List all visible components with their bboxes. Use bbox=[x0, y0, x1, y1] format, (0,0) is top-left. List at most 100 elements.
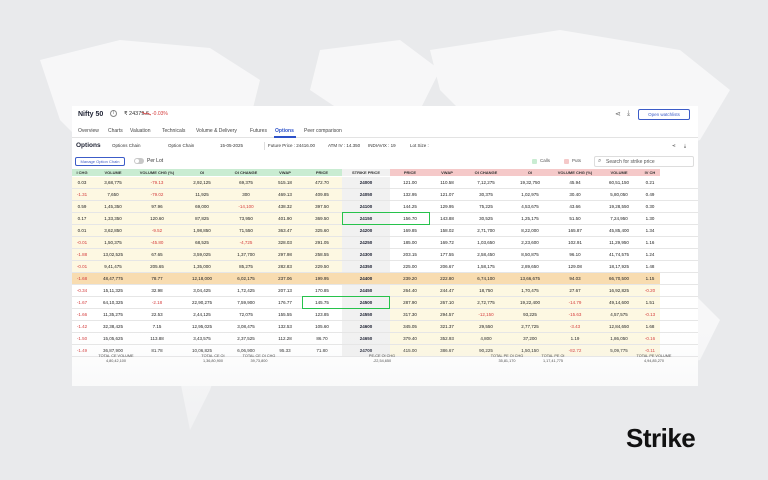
ce-volume-chg: -2.18 bbox=[151, 300, 163, 305]
options-toolbar: Options Options Chain Option Chain 15-05… bbox=[72, 140, 698, 152]
table-row[interactable]: -0.01 9,41,475 205.65 1,35,000 85,275 282.83 2… bbox=[72, 261, 698, 273]
tab-volume-delivery[interactable]: Volume & Delivery bbox=[196, 128, 237, 134]
pe-iv-chg: 1.24 bbox=[645, 252, 655, 257]
column-header-pe-vwap: VWAP bbox=[430, 169, 464, 176]
table-row[interactable]: -1.50 15,05,625 113.88 3,43,575 2,37,525 112.… bbox=[72, 333, 698, 345]
pe-oi: 37,200 bbox=[508, 333, 552, 344]
future-price: Future Price : 24416.00 bbox=[268, 143, 316, 148]
table-row[interactable]: -1.31 7,650 -79.02 11,925 300 469.13 409.85 240… bbox=[72, 189, 698, 201]
ce-iv-chg: -0.34 bbox=[76, 288, 88, 293]
open-watchlists-button[interactable]: Open watchlists bbox=[638, 109, 690, 120]
strike-search-input[interactable] bbox=[606, 158, 692, 166]
strike-price: 24250 bbox=[342, 237, 390, 248]
table-row[interactable]: 0.01 3,62,850 -9.52 1,98,850 71,550 363.47 325… bbox=[72, 225, 698, 237]
pe-price: 239.20 bbox=[390, 273, 430, 284]
pe-volume: 16,92,825 bbox=[598, 285, 640, 296]
ce-iv-chg: -1.66 bbox=[76, 312, 88, 317]
ce-volume-chg: -45.80 bbox=[134, 237, 180, 248]
tab-futures[interactable]: Futures bbox=[250, 128, 267, 134]
table-row[interactable]: -0.34 15,11,325 32.98 3,04,425 1,72,425 207.1… bbox=[72, 285, 698, 297]
tab-options[interactable]: Options bbox=[275, 128, 294, 134]
table-row[interactable]: -0.01 1,50,375 -45.80 68,525 -4,725 328.03 291… bbox=[72, 237, 698, 249]
ce-oi-change: 7,59,900 bbox=[237, 300, 255, 305]
pe-vwap: 386.67 bbox=[430, 345, 464, 356]
table-row[interactable]: 0.03 3,68,775 -79.13 2,92,125 69,375 515.18 47… bbox=[72, 177, 698, 189]
pe-oi: 2,89,650 bbox=[521, 264, 539, 269]
pe-price: 225.00 bbox=[403, 264, 417, 269]
pe-vwap: 321.37 bbox=[430, 321, 464, 332]
pe-price: 287.90 bbox=[390, 297, 430, 308]
tab-valuation[interactable]: Valuation bbox=[130, 128, 151, 134]
pe-price: 203.15 bbox=[403, 252, 417, 257]
total-pe-oi-chg: TOTAL PE OI CHG 35,81,170 bbox=[490, 354, 524, 363]
strike-price: 24200 bbox=[342, 225, 390, 236]
tab-peer-comparison[interactable]: Peer comparison bbox=[304, 128, 342, 134]
pe-volume: 66,70,500 bbox=[598, 273, 640, 284]
ce-oi: 12,18,000 bbox=[180, 273, 224, 284]
table-row[interactable]: -1.42 32,38,425 7.15 12,95,025 3,08,475 132.5… bbox=[72, 321, 698, 333]
column-header-ce-oi-change: OI CHANGE bbox=[224, 169, 268, 176]
ce-volume: 32,38,425 bbox=[102, 324, 124, 329]
ce-oi-change: 300 bbox=[224, 189, 268, 200]
table-row[interactable]: -1.68 48,47,775 78.77 12,18,000 6,02,175 237.… bbox=[72, 273, 698, 285]
expiry-select[interactable]: 15-05-2025 bbox=[220, 143, 244, 148]
manage-option-chain-button[interactable]: Manage Option Chain bbox=[75, 157, 125, 166]
lot-size: Lot Size : bbox=[410, 143, 429, 148]
pe-volume: 41,74,575 bbox=[608, 252, 630, 257]
pe-volume-chg: 94.03 bbox=[552, 273, 598, 284]
ce-price: 86.70 bbox=[316, 336, 328, 341]
share-icon[interactable]: ⋖ bbox=[672, 143, 676, 148]
ce-oi: 69,000 bbox=[180, 201, 224, 212]
column-header-ce-oi: OI bbox=[180, 169, 224, 176]
ce-oi-change: 85,275 bbox=[224, 261, 268, 272]
ce-oi-change: 73,950 bbox=[224, 213, 268, 224]
ce-vwap: 438.32 bbox=[268, 201, 302, 212]
ce-price: 123.85 bbox=[315, 312, 329, 317]
ce-oi: 12,95,025 bbox=[191, 324, 213, 329]
table-row[interactable]: -1.66 11,35,275 22.53 2,44,125 72,075 155.55 1… bbox=[72, 309, 698, 321]
ce-iv-chg: 0.17 bbox=[72, 213, 92, 224]
strike-price: 24100 bbox=[342, 201, 390, 212]
ce-volume-chg: -79.02 bbox=[134, 189, 180, 200]
strike-price: 24550 bbox=[342, 309, 390, 320]
ce-oi: 22,90,275 bbox=[191, 300, 213, 305]
share-icon[interactable]: ⋖ bbox=[615, 111, 621, 118]
ce-oi: 1,98,850 bbox=[180, 225, 224, 236]
pe-volume-chg: 165.87 bbox=[568, 228, 582, 233]
search-icon: ⌕ bbox=[598, 158, 602, 164]
ce-vwap: 515.18 bbox=[268, 177, 302, 188]
pe-vwap: 158.02 bbox=[440, 228, 454, 233]
pe-oi-change: 30,525 bbox=[479, 216, 493, 221]
pe-iv-chg: 1.51 bbox=[640, 297, 660, 308]
pe-oi-change: 1,03,650 bbox=[477, 240, 495, 245]
ce-volume-chg: 97.96 bbox=[134, 201, 180, 212]
chain-select[interactable]: Options Chain bbox=[112, 143, 141, 148]
table-row[interactable]: -1.67 64,10,325 -2.18 22,90,275 7,59,900 176.… bbox=[72, 297, 698, 309]
download-icon[interactable]: ⤓ bbox=[627, 110, 631, 117]
table-row[interactable]: -1.88 13,02,525 67.65 3,59,025 1,37,700 297.9… bbox=[72, 249, 698, 261]
chain-type-select[interactable]: Option Chain bbox=[168, 143, 195, 148]
pe-volume: 18,17,925 bbox=[608, 264, 630, 269]
tab-technicals[interactable]: Technicals bbox=[162, 128, 186, 134]
chain-controls: Manage Option Chain Per Lot Calls Puts ⌕ bbox=[72, 155, 698, 169]
pe-price: 317.30 bbox=[390, 309, 430, 320]
ce-vwap: 132.53 bbox=[278, 324, 292, 329]
ce-vwap: 155.55 bbox=[278, 312, 292, 317]
table-row[interactable]: 0.17 1,33,350 120.60 87,825 73,950 401.90 369.… bbox=[72, 213, 698, 225]
pe-volume: 5,80,050 bbox=[610, 192, 628, 197]
pe-price: 379.40 bbox=[390, 333, 430, 344]
download-icon[interactable]: ⤓ bbox=[684, 143, 686, 148]
total-pe-volume: TOTAL PE VOLUME 4,94,85,270 bbox=[636, 354, 672, 363]
pe-iv-chg: 1.30 bbox=[645, 216, 655, 221]
pe-oi-change: 7,12,275 bbox=[477, 180, 495, 185]
tab-charts[interactable]: Charts bbox=[108, 128, 123, 134]
table-row[interactable]: 0.59 1,45,350 97.96 69,000 -14,100 438.32 397.… bbox=[72, 201, 698, 213]
info-icon[interactable]: i bbox=[110, 110, 117, 117]
pe-vwap: 352.93 bbox=[430, 333, 464, 344]
per-lot-toggle[interactable] bbox=[134, 158, 144, 164]
pe-oi: 19,22,400 bbox=[508, 297, 552, 308]
ce-iv-chg: -1.68 bbox=[72, 273, 92, 284]
pe-price: 156.70 bbox=[403, 216, 417, 221]
tab-overview[interactable]: Overview bbox=[78, 128, 99, 134]
pe-volume-chg: -15.63 bbox=[552, 309, 598, 320]
